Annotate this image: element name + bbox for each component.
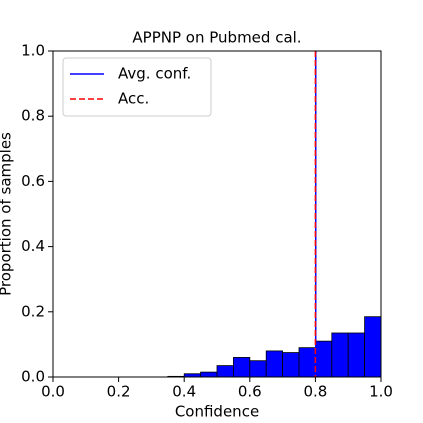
bar [232, 357, 251, 378]
y-tick-label: 0.8 [21, 107, 45, 125]
y-tick-label: 0.0 [21, 368, 45, 386]
y-axis-label: Proportion of samples [0, 132, 15, 296]
x-tick-label: 0.8 [303, 383, 327, 401]
x-tick-label: 0.2 [107, 383, 131, 401]
bar [314, 340, 333, 378]
plot-frame [52, 50, 382, 378]
y-tick-label: 0.2 [21, 302, 45, 320]
bar [200, 371, 218, 378]
bar [298, 347, 316, 378]
bar [331, 332, 349, 378]
x-tick-label: 0.4 [172, 383, 196, 401]
bar [265, 350, 284, 378]
y-tick-label: 0.6 [21, 172, 45, 190]
legend-label: Avg. conf. [118, 65, 191, 83]
bar [249, 360, 267, 378]
chart-title: APPNP on Pubmed cal. [132, 29, 301, 47]
bar [364, 316, 382, 378]
x-tick-label: 0.0 [41, 383, 65, 401]
legend-label: Acc. [118, 90, 149, 108]
legend-box [62, 57, 212, 117]
x-tick-label: 1.0 [369, 383, 393, 401]
bar [216, 365, 234, 378]
x-axis-label: Confidence [175, 403, 259, 421]
bar [347, 332, 366, 378]
bar [282, 352, 300, 378]
y-tick-label: 1.0 [21, 42, 45, 60]
y-tick-label: 0.4 [21, 237, 45, 255]
x-tick-label: 0.6 [238, 383, 262, 401]
